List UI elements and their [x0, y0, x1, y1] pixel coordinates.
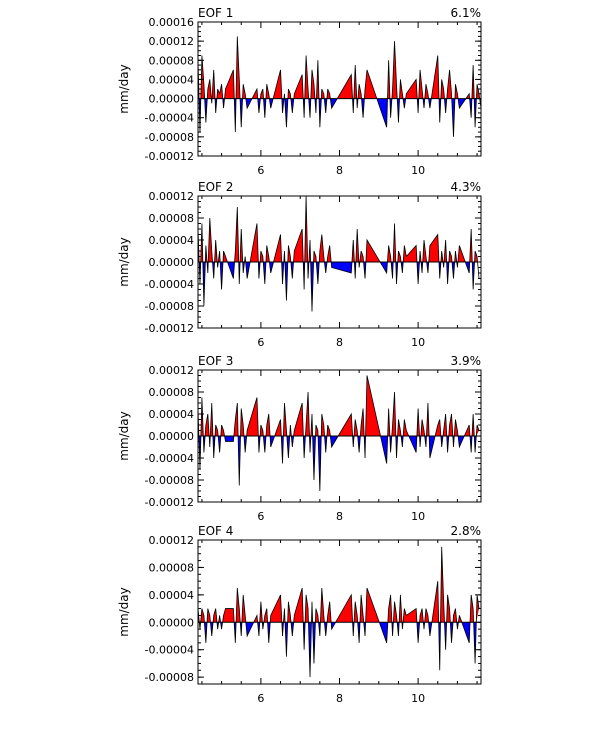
- y-tick-label: -0.00012: [145, 150, 194, 163]
- series-line: [197, 36, 482, 137]
- positive-area-22: [270, 594, 282, 623]
- x-tick-label: 8: [336, 336, 343, 349]
- y-tick-label: 0.00012: [149, 534, 195, 547]
- y-tick-label: -0.00008: [145, 131, 194, 144]
- y-axis-label: mm/day: [117, 587, 131, 637]
- y-tick-label: -0.00004: [145, 644, 194, 657]
- y-tick-label: -0.00004: [145, 112, 194, 125]
- panel-title: EOF 3: [198, 354, 233, 368]
- x-tick-label: 10: [411, 336, 425, 349]
- x-tick-label: 10: [411, 164, 425, 177]
- x-tick-label: 6: [257, 336, 264, 349]
- y-tick-label: -0.00004: [145, 278, 194, 291]
- y-tick-label: -0.00008: [145, 474, 194, 487]
- positive-area-28: [293, 588, 304, 623]
- y-tick-label: 0.00012: [149, 190, 195, 203]
- y-tick-label: -0.00008: [145, 671, 194, 684]
- x-tick-label: 8: [336, 164, 343, 177]
- x-tick-label: 8: [336, 510, 343, 523]
- variance-label: 4.3%: [451, 180, 482, 194]
- y-axis-label: mm/day: [117, 64, 131, 114]
- positive-area-34: [315, 608, 319, 623]
- x-tick-label: 6: [257, 692, 264, 705]
- panel-title: EOF 1: [198, 6, 233, 20]
- y-tick-label: 0.00004: [149, 73, 195, 86]
- eof-panel-2: -0.00012 -0.00008 -0.00004 0.00000 0.00004 0.…: [117, 180, 482, 349]
- x-tick-label: 10: [411, 692, 425, 705]
- positive-area-54: [403, 608, 417, 623]
- y-tick-label: -0.00012: [145, 322, 194, 335]
- y-axis-label: mm/day: [117, 237, 131, 287]
- y-tick-label: 0.00016: [149, 16, 195, 29]
- variance-label: 2.8%: [451, 524, 482, 538]
- variance-label: 3.9%: [451, 354, 482, 368]
- panel-title: EOF 2: [198, 180, 233, 194]
- y-tick-label: -0.00004: [145, 452, 194, 465]
- y-tick-label: 0.00000: [149, 430, 195, 443]
- y-axis-label: mm/day: [117, 411, 131, 461]
- series-line: [197, 546, 480, 678]
- positive-area-2: [200, 608, 205, 623]
- x-tick-label: 8: [336, 692, 343, 705]
- positive-area-36: [321, 414, 325, 436]
- series-line: [197, 195, 480, 312]
- positive-area-38: [313, 251, 317, 262]
- x-tick-label: 6: [257, 510, 264, 523]
- positive-area-32: [293, 229, 304, 262]
- positive-area-50: [391, 41, 398, 99]
- eof-panel-1: -0.00012 -0.00008 -0.00004 0.00000 0.00004 0.…: [117, 6, 482, 177]
- y-tick-label: 0.00008: [149, 212, 195, 225]
- x-tick-label: 6: [257, 164, 264, 177]
- positive-area-46: [364, 69, 377, 99]
- eof-panel-3: -0.00012 -0.00008 -0.00004 0.00000 0.00004 0.…: [117, 354, 482, 523]
- positive-area-10: [224, 69, 235, 99]
- positive-area-54: [405, 79, 418, 99]
- positive-area-66: [452, 608, 457, 623]
- negative-area-11: [224, 436, 234, 442]
- x-tick-label: 10: [411, 510, 425, 523]
- y-tick-label: 0.00000: [149, 256, 195, 269]
- y-tick-label: -0.00008: [145, 300, 194, 313]
- positive-area-8: [216, 84, 223, 99]
- negative-area-43: [331, 262, 352, 273]
- y-tick-label: 0.00008: [149, 54, 195, 67]
- positive-area-42: [327, 245, 332, 262]
- panel-title: EOF 4: [198, 524, 233, 538]
- y-tick-label: 0.00004: [149, 589, 195, 602]
- positive-area-48: [359, 251, 364, 262]
- series-line: [197, 375, 480, 492]
- positive-area-62: [435, 419, 441, 436]
- y-tick-label: 0.00008: [149, 561, 195, 574]
- positive-area-28: [293, 403, 304, 436]
- positive-area-10: [222, 608, 235, 623]
- y-tick-label: -0.00012: [145, 496, 194, 509]
- positive-area-64: [428, 234, 439, 262]
- y-tick-label: 0.00008: [149, 386, 195, 399]
- positive-area-38: [327, 601, 332, 623]
- y-tick-label: 0.00004: [149, 408, 195, 421]
- positive-area-56: [419, 608, 424, 623]
- positive-area-54: [403, 419, 409, 436]
- y-tick-label: 0.00012: [149, 35, 195, 48]
- positive-area-28: [293, 74, 304, 99]
- positive-area-40: [319, 234, 325, 262]
- positive-area-64: [446, 69, 452, 99]
- variance-label: 6.1%: [451, 6, 482, 20]
- y-tick-label: 0.00000: [149, 93, 195, 106]
- positive-area-16: [246, 397, 259, 436]
- positive-area-58: [403, 245, 417, 262]
- eof-panel-4: -0.00008 -0.00004 0.00000 0.00004 0.00008 0.0…: [117, 524, 482, 705]
- y-tick-label: 0.00004: [149, 234, 195, 247]
- y-tick-label: 0.00012: [149, 364, 195, 377]
- positive-area-4: [207, 79, 212, 99]
- y-tick-label: 0.00000: [149, 616, 195, 629]
